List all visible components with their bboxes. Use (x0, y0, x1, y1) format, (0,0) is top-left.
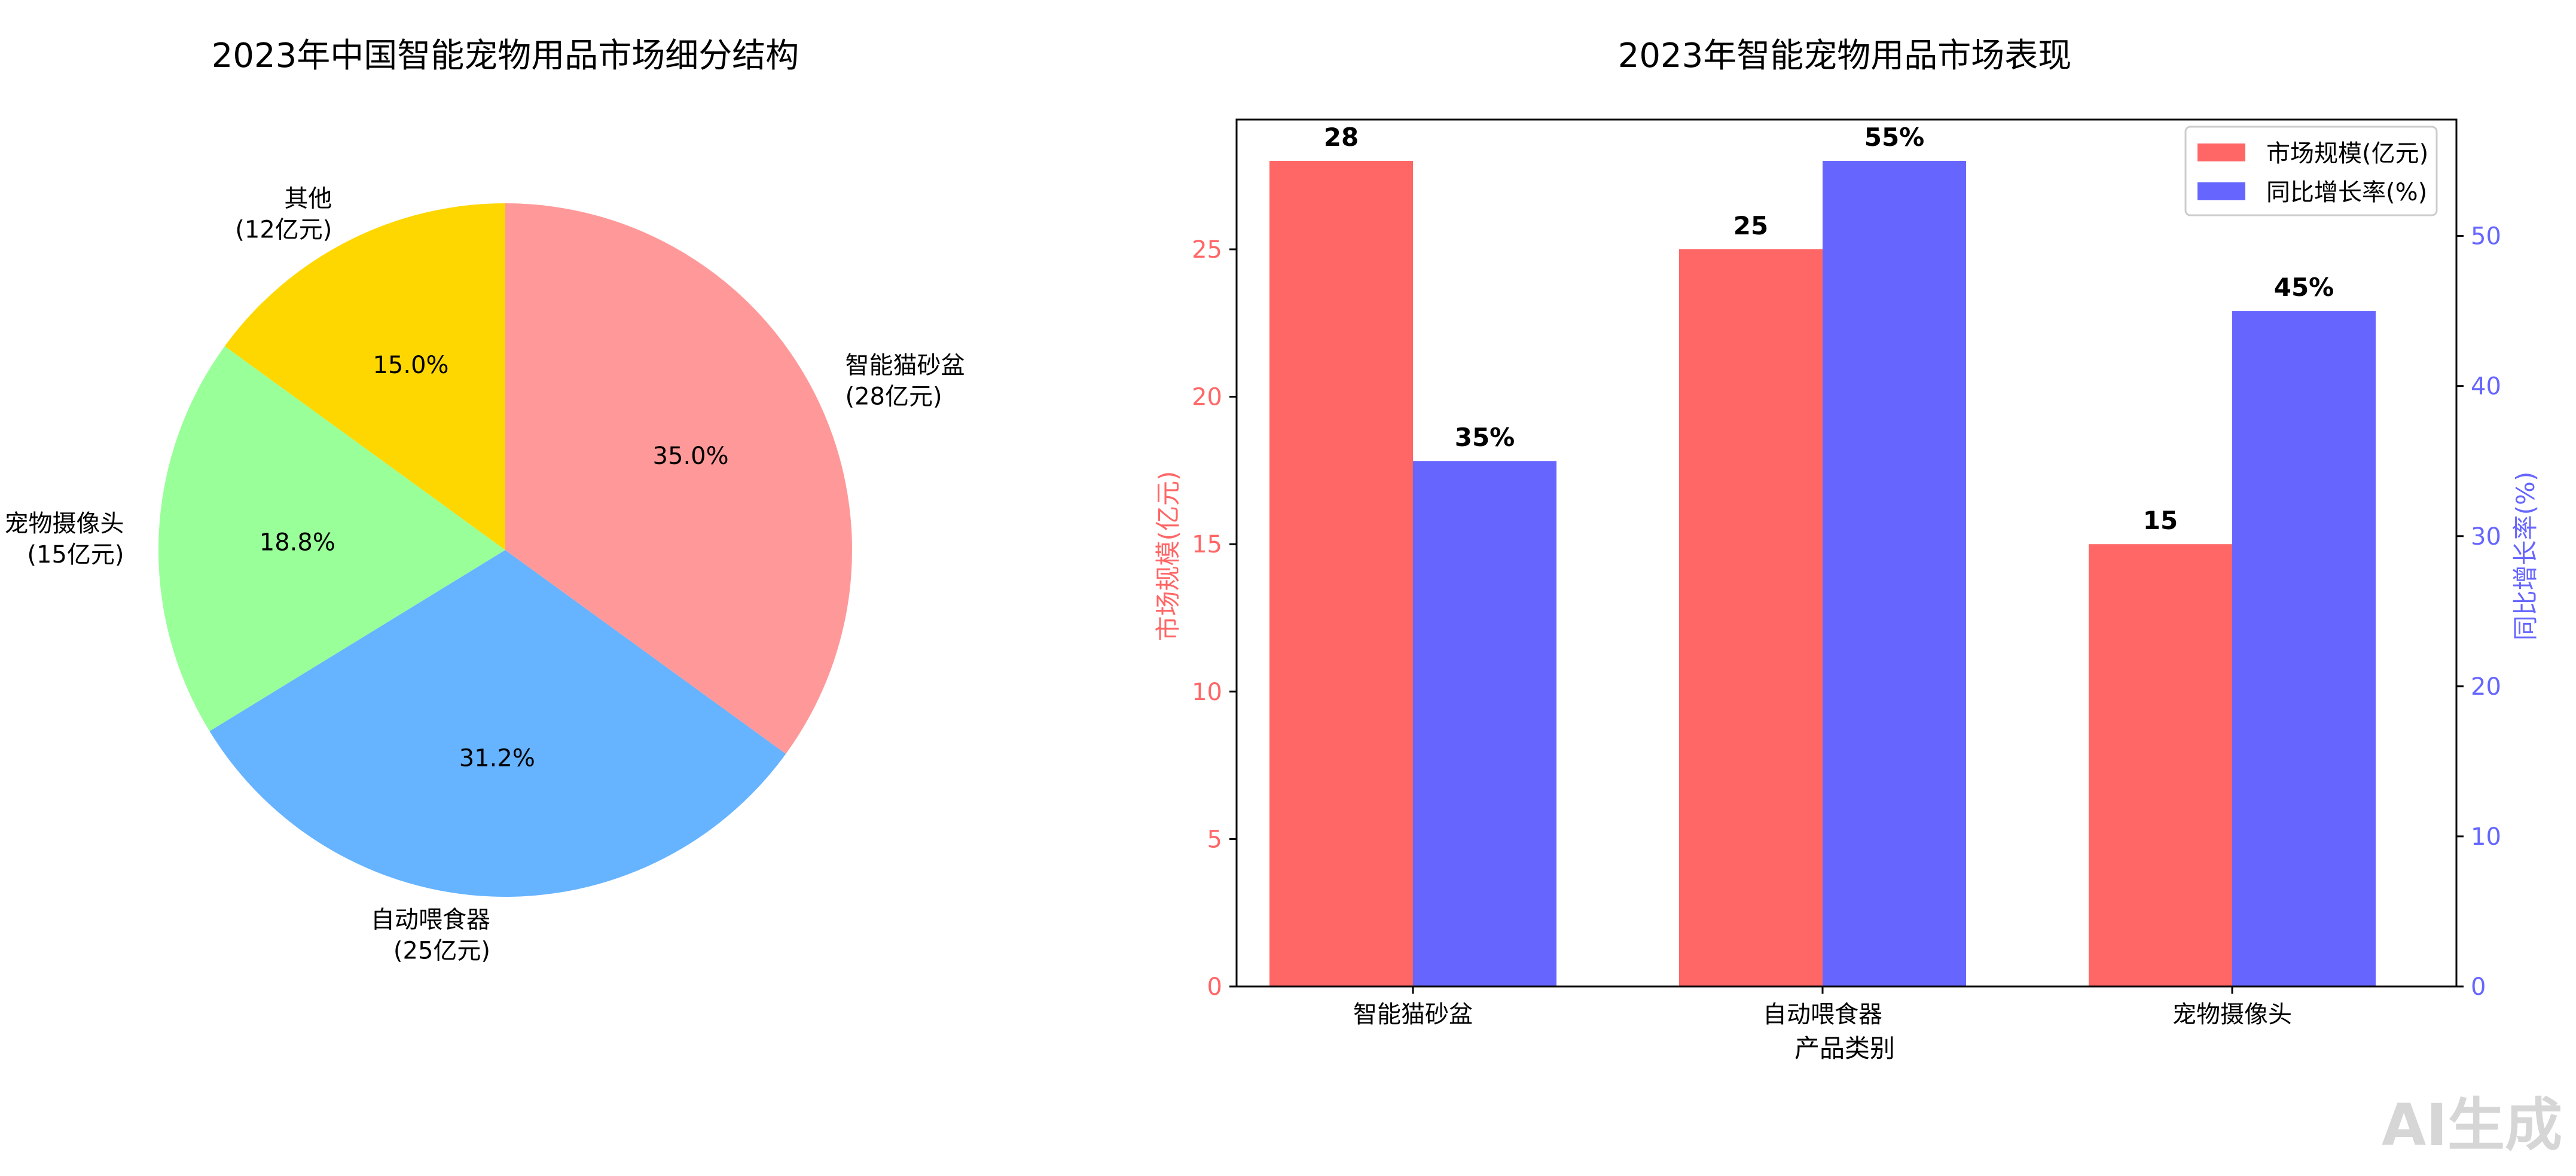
pie-chart: 2023年中国智能宠物用品市场细分结构 15.0% 其他 (12亿元) 18.8% 宠物… (5, 36, 965, 965)
x-axis-label: 产品类别 (1794, 1034, 1895, 1063)
bar-value-label: 28 (1324, 123, 1359, 152)
bar-value-label: 45% (2274, 273, 2334, 302)
pie-labels: 15.0% 其他 (12亿元) 18.8% 宠物摄像头 (15亿元) 31.2% 自动喂食器 (… (5, 185, 965, 965)
right-y-tick-label: 30 (2471, 523, 2501, 551)
bar-chart-title: 2023年智能宠物用品市场表现 (1618, 36, 2072, 75)
pie-slice-percent: 31.2% (459, 745, 535, 772)
pie-slice-value-label: (15亿元) (27, 541, 124, 569)
right-y-axis: 0 10 20 30 40 50 (2456, 223, 2501, 1001)
pie-slice-label: 智能猫砂盆 (846, 352, 965, 379)
x-tick-label: 自动喂食器 (1763, 1001, 1882, 1028)
x-tick-label: 智能猫砂盆 (1353, 1001, 1473, 1028)
right-y-tick-label: 20 (2471, 673, 2501, 701)
pie-slice-percent: 15.0% (373, 352, 448, 379)
pie-slice-label: 宠物摄像头 (5, 510, 124, 537)
legend-swatch-growth-rate (2197, 182, 2245, 200)
pie-slice-label: 其他 (284, 185, 332, 213)
bar-growth-rate-3 (2232, 311, 2376, 986)
legend-label-growth-rate: 同比增长率(%) (2266, 179, 2427, 206)
bar-growth-rate-1 (1413, 461, 1556, 986)
bar-value-label: 25 (1733, 211, 1768, 240)
right-y-tick-label: 50 (2471, 223, 2501, 251)
right-y-tick-label: 0 (2471, 973, 2486, 1001)
bar-chart: 2023年智能宠物用品市场表现 0 5 10 15 20 25 0 10 20 30 40 50 智… (1153, 36, 2540, 1063)
pie-slice-3 (209, 550, 786, 897)
right-y-tick-label: 40 (2471, 373, 2501, 401)
plot-area-frame (1235, 118, 2458, 988)
bar-market-size-1 (1269, 161, 1413, 986)
left-y-tick-label: 10 (1192, 679, 1222, 706)
bar-market-size-3 (2089, 544, 2232, 986)
x-axis: 智能猫砂盆 自动喂食器 宠物摄像头 (1353, 986, 2292, 1028)
left-y-tick-label: 0 (1207, 973, 1222, 1001)
left-y-tick-label: 5 (1207, 826, 1222, 853)
pie-slice-value-label: (28亿元) (846, 383, 942, 410)
left-y-axis-label: 市场规模(亿元) (1153, 471, 1183, 642)
bar-value-label: 35% (1455, 423, 1515, 452)
pie-slices (158, 203, 853, 897)
legend-label-market-size: 市场规模(亿元) (2266, 140, 2428, 167)
legend-swatch-market-size (2197, 143, 2245, 161)
left-y-tick-label: 20 (1192, 384, 1222, 411)
watermark: AI生成 (2382, 1092, 2562, 1159)
bar-value-label: 15 (2143, 506, 2178, 535)
bar-market-size-2 (1679, 249, 1823, 986)
pie-slice-percent: 35.0% (653, 442, 729, 470)
pie-slice-4 (505, 203, 853, 754)
bar-growth-rate-2 (1823, 161, 1966, 986)
pie-slice-label: 自动喂食器 (371, 906, 490, 934)
bar-value-label: 55% (1864, 123, 1925, 152)
left-y-tick-label: 25 (1192, 236, 1222, 264)
left-y-tick-label: 15 (1192, 531, 1222, 558)
pie-slice-2 (158, 346, 505, 732)
right-y-tick-label: 10 (2471, 823, 2501, 851)
legend-frame (2184, 126, 2438, 216)
pie-slice-1 (224, 203, 505, 550)
pie-slice-percent: 18.8% (260, 529, 335, 556)
pie-slice-value-label: (25亿元) (393, 937, 490, 965)
pie-chart-title: 2023年中国智能宠物用品市场细分结构 (212, 36, 799, 75)
pie-slice-value-label: (12亿元) (235, 216, 332, 244)
right-y-axis-label: 同比增长率(%) (2511, 472, 2540, 641)
left-y-axis: 0 5 10 15 20 25 (1192, 236, 1237, 1001)
x-tick-label: 宠物摄像头 (2172, 1001, 2292, 1028)
bar-series-marks (1269, 161, 2376, 986)
legend: 市场规模(亿元) 同比增长率(%) (2184, 126, 2438, 216)
bar-value-labels: 28 35% 25 55% 15 45% (1324, 123, 2334, 535)
